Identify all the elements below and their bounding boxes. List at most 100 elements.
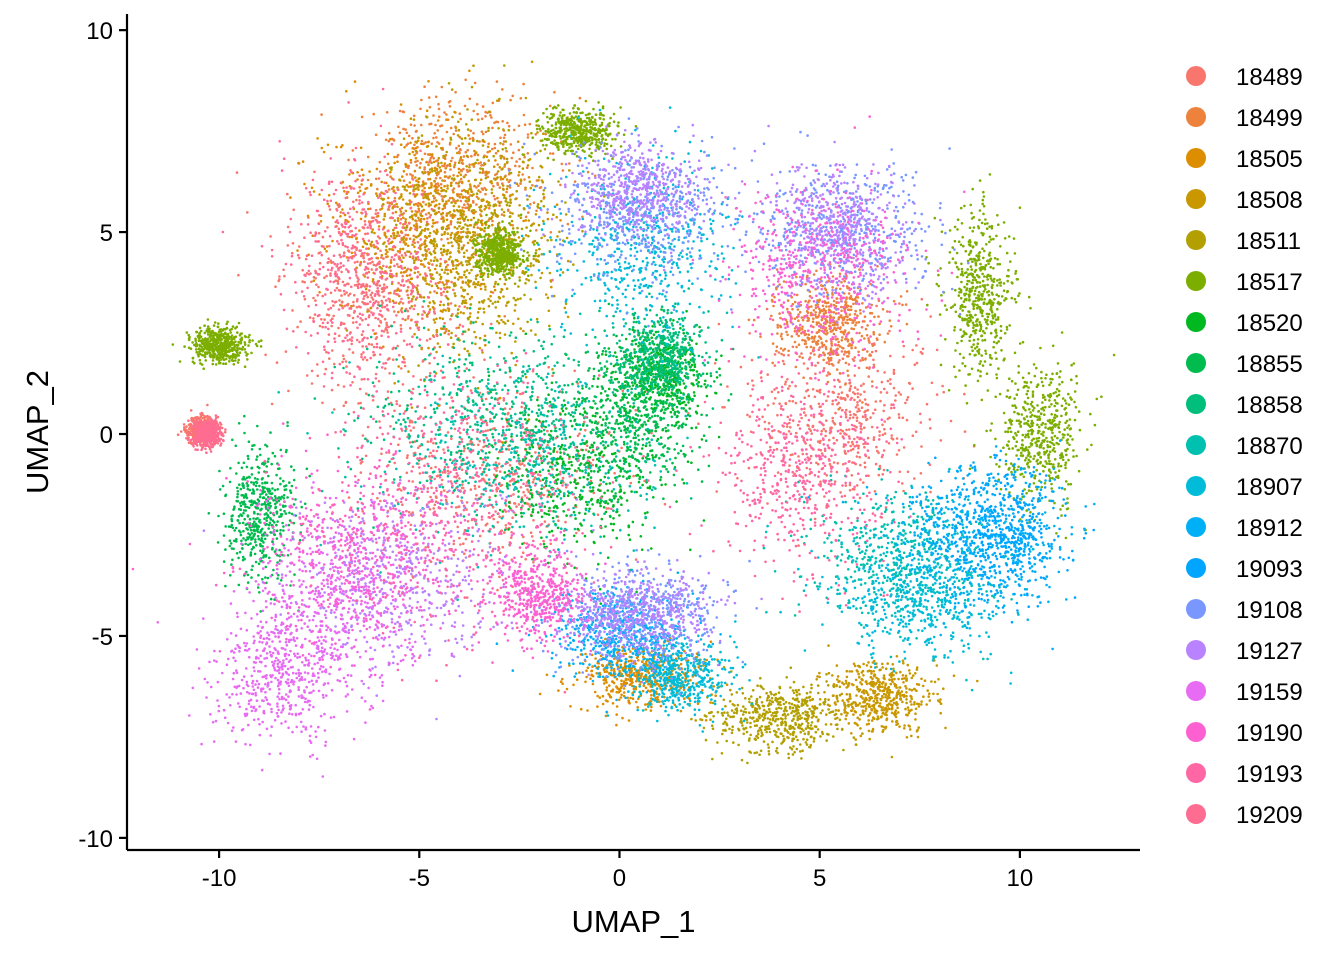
data-point bbox=[351, 351, 355, 354]
data-point bbox=[420, 123, 423, 127]
data-point bbox=[512, 266, 515, 269]
data-point bbox=[286, 192, 289, 196]
data-point bbox=[418, 472, 422, 475]
data-point bbox=[628, 702, 631, 705]
data-point bbox=[465, 367, 469, 370]
data-point bbox=[387, 184, 390, 188]
data-point bbox=[515, 160, 518, 163]
data-point bbox=[578, 159, 581, 162]
data-point bbox=[478, 534, 482, 538]
data-point bbox=[402, 339, 406, 343]
data-point bbox=[324, 367, 328, 371]
data-point bbox=[325, 350, 328, 354]
data-point bbox=[506, 121, 509, 125]
data-point bbox=[472, 281, 476, 284]
data-point bbox=[410, 214, 414, 217]
data-point bbox=[830, 362, 834, 366]
data-point bbox=[452, 187, 456, 190]
data-point bbox=[463, 104, 467, 108]
data-point bbox=[797, 343, 801, 347]
data-point bbox=[854, 710, 858, 714]
data-point bbox=[492, 517, 496, 521]
data-point bbox=[340, 270, 343, 274]
data-point bbox=[576, 434, 580, 438]
data-point bbox=[364, 454, 368, 458]
data-point bbox=[370, 343, 374, 346]
data-point bbox=[443, 271, 446, 274]
data-point bbox=[408, 419, 412, 422]
data-point bbox=[421, 317, 424, 320]
data-point bbox=[469, 488, 473, 491]
data-point bbox=[627, 719, 631, 722]
data-point bbox=[439, 146, 443, 150]
data-point bbox=[374, 316, 377, 320]
data-point bbox=[476, 153, 480, 157]
data-point bbox=[527, 490, 530, 494]
data-point bbox=[189, 409, 193, 412]
data-point bbox=[366, 295, 370, 299]
data-point bbox=[503, 282, 507, 286]
data-point bbox=[624, 652, 628, 655]
data-point bbox=[767, 421, 771, 425]
data-point bbox=[417, 216, 420, 220]
data-point bbox=[573, 369, 576, 373]
data-point bbox=[831, 390, 835, 394]
data-point bbox=[365, 358, 369, 362]
data-point bbox=[392, 231, 396, 235]
data-point bbox=[873, 689, 877, 693]
data-point bbox=[444, 265, 448, 269]
data-point bbox=[428, 508, 432, 511]
data-point bbox=[461, 159, 464, 162]
data-point bbox=[446, 164, 450, 167]
data-point bbox=[514, 164, 517, 168]
data-point bbox=[440, 212, 443, 216]
data-point bbox=[713, 362, 717, 365]
data-point bbox=[384, 367, 387, 370]
data-point bbox=[453, 163, 457, 167]
data-point bbox=[596, 694, 599, 698]
data-point bbox=[420, 139, 424, 143]
data-point bbox=[826, 703, 830, 707]
data-point bbox=[877, 680, 881, 683]
data-point bbox=[411, 243, 414, 246]
data-point bbox=[827, 698, 830, 701]
data-point bbox=[836, 347, 839, 351]
data-point bbox=[635, 656, 639, 660]
data-point bbox=[486, 145, 490, 149]
data-point bbox=[825, 319, 828, 322]
data-point bbox=[424, 279, 427, 283]
data-point bbox=[583, 420, 586, 424]
data-point bbox=[839, 287, 842, 291]
data-point bbox=[621, 716, 624, 720]
scatter-points bbox=[131, 60, 1116, 778]
data-point bbox=[831, 329, 835, 332]
data-point bbox=[496, 196, 499, 200]
data-point bbox=[897, 689, 900, 692]
data-point bbox=[491, 505, 495, 509]
data-point bbox=[364, 187, 368, 190]
data-point bbox=[374, 208, 378, 212]
data-point bbox=[539, 186, 543, 189]
data-point bbox=[435, 474, 439, 478]
data-point bbox=[401, 503, 404, 507]
data-point bbox=[863, 337, 866, 340]
data-point bbox=[473, 81, 477, 85]
data-point bbox=[546, 443, 549, 447]
data-point bbox=[439, 169, 442, 173]
data-point bbox=[466, 202, 470, 206]
data-point bbox=[874, 710, 877, 714]
data-point bbox=[526, 488, 529, 491]
data-point bbox=[501, 88, 504, 91]
data-point bbox=[779, 407, 783, 410]
data-point bbox=[274, 285, 277, 289]
data-point bbox=[491, 126, 494, 130]
data-point bbox=[369, 242, 373, 246]
data-point bbox=[923, 679, 927, 682]
data-point bbox=[503, 333, 507, 336]
data-point bbox=[487, 142, 491, 145]
data-point bbox=[845, 686, 848, 689]
data-point bbox=[627, 699, 630, 702]
data-point bbox=[559, 680, 563, 683]
data-point bbox=[416, 159, 419, 163]
data-point bbox=[522, 113, 526, 117]
